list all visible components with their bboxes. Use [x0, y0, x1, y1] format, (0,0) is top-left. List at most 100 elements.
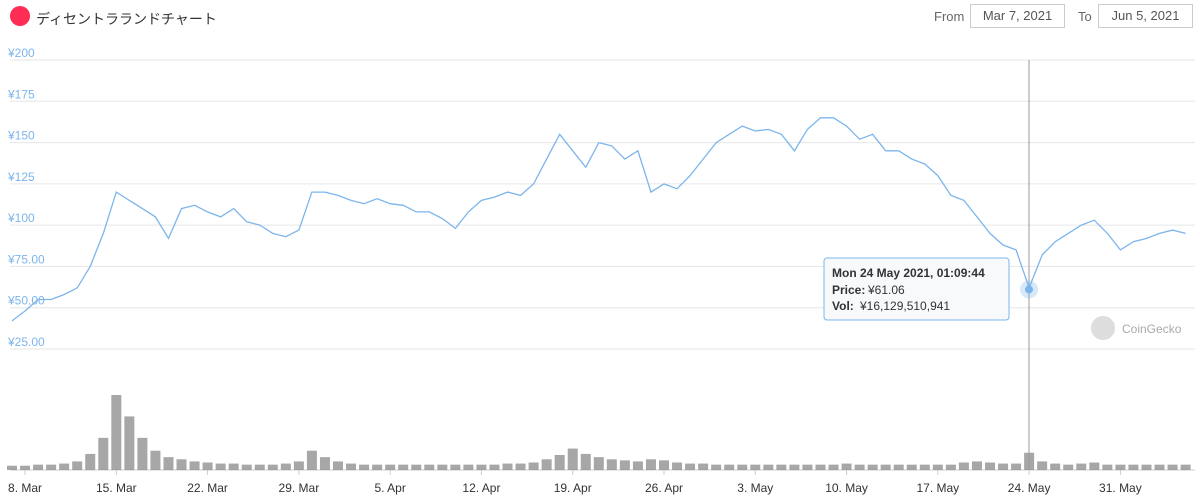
volume-bar: [150, 450, 161, 470]
volume-bar: [1102, 464, 1113, 470]
volume-bar: [33, 464, 44, 470]
volume-bar: [46, 464, 57, 470]
volume-bar: [215, 463, 226, 470]
y-tick-label: ¥175: [7, 87, 35, 101]
y-tick-label: ¥75.00: [7, 252, 45, 266]
volume-bar: [502, 463, 513, 470]
volume-bar: [306, 450, 317, 470]
volume-bar: [437, 464, 448, 470]
watermark-logo: [1091, 316, 1115, 340]
x-tick-label: 26. Apr: [645, 481, 683, 495]
volume-bar: [59, 463, 70, 470]
volume-bar: [189, 461, 200, 470]
volume-bar: [685, 463, 696, 470]
tooltip-title: Mon 24 May 2021, 01:09:44: [832, 266, 985, 280]
volume-bar: [763, 464, 774, 470]
volume-bar: [789, 464, 800, 470]
volume-bar: [359, 464, 370, 470]
volume-bar: [202, 462, 213, 470]
volume-bar: [398, 464, 409, 470]
volume-bar: [267, 464, 278, 470]
volume-bar: [776, 464, 787, 470]
volume-bar: [319, 457, 330, 470]
volume-bar: [528, 462, 539, 470]
volume-bar: [1063, 464, 1074, 470]
hover-point: [1025, 285, 1033, 294]
volume-bar: [619, 460, 630, 470]
volume-bar: [737, 464, 748, 470]
volume-bar: [228, 463, 239, 470]
header: ディセントラランドチャート From Mar 7, 2021 To Jun 5,…: [0, 0, 1200, 34]
volume-bar: [515, 463, 526, 470]
volume-bar: [280, 463, 291, 470]
volume-bar: [815, 464, 826, 470]
volume-bar: [802, 464, 813, 470]
volume-bar: [698, 463, 709, 470]
volume-bar: [985, 462, 995, 470]
volume-bar: [424, 464, 435, 470]
volume-bar: [554, 455, 565, 470]
volume-bar: [659, 460, 669, 470]
chart-title: ディセントラランドチャート: [36, 11, 217, 27]
watermark: CoinGecko: [1122, 322, 1182, 336]
from-label: From: [934, 9, 965, 24]
volume-bar: [593, 457, 604, 470]
volume-bar: [906, 464, 917, 470]
tooltip-price: ¥61.06: [867, 283, 905, 297]
volume-bar: [163, 457, 174, 470]
tooltip-vol: ¥16,129,510,941: [859, 299, 950, 313]
volume-bar: [580, 453, 591, 470]
volume-bar: [1037, 461, 1048, 470]
volume-bar: [645, 459, 656, 470]
volume-bar: [72, 461, 83, 470]
volume-bar: [346, 463, 357, 470]
volume-bar: [841, 463, 852, 470]
volume-bar: [411, 464, 422, 470]
volume-bar: [958, 462, 969, 470]
volume-bar: [1050, 463, 1061, 470]
volume-bar: [85, 453, 96, 470]
volume-bar: [724, 464, 735, 470]
volume-bar: [111, 395, 122, 470]
volume-bar: [241, 464, 252, 470]
y-tick-label: ¥100: [7, 211, 35, 225]
y-tick-label: ¥25.00: [7, 335, 45, 349]
volume-bar: [20, 465, 31, 470]
volume-bar: [1154, 464, 1165, 470]
x-tick-label: 22. Mar: [187, 481, 228, 495]
from-date[interactable]: Mar 7, 2021: [970, 4, 1065, 28]
volume-bar: [932, 464, 943, 470]
volume-bar: [945, 464, 956, 470]
volume-bar: [1089, 462, 1100, 470]
price-line: [11, 117, 1186, 322]
to-date[interactable]: Jun 5, 2021: [1098, 4, 1193, 28]
volume-bar: [1115, 464, 1126, 470]
tooltip-vol-label: Vol:: [832, 299, 854, 313]
volume-bar: [672, 462, 683, 470]
volume-bar: [893, 464, 904, 470]
x-tick-label: 8. Mar: [8, 481, 42, 495]
volume-bar: [919, 464, 930, 470]
volume-bar: [1128, 464, 1139, 470]
coin-icon: [10, 6, 30, 26]
volume-bar: [998, 463, 1009, 470]
tooltip-box: [823, 257, 1010, 321]
volume-bar: [971, 461, 982, 470]
volume-bar: [450, 464, 461, 470]
y-tick-label: ¥125: [7, 170, 35, 184]
volume-bar: [567, 448, 578, 470]
x-tick-label: 31. May: [1099, 481, 1142, 495]
volume-bar: [489, 464, 500, 470]
volume-bar: [828, 464, 839, 470]
x-tick-label: 19. Apr: [554, 481, 592, 495]
volume-bar: [854, 464, 865, 470]
tooltip-price-label: Price:: [832, 283, 865, 297]
volume-bar: [1076, 463, 1087, 470]
volume-bar: [254, 464, 265, 470]
volume-bar: [750, 464, 761, 470]
volume-bar: [463, 464, 474, 470]
volume-bar: [7, 465, 17, 470]
volume-bar: [176, 459, 187, 470]
volume-bar: [880, 464, 891, 470]
